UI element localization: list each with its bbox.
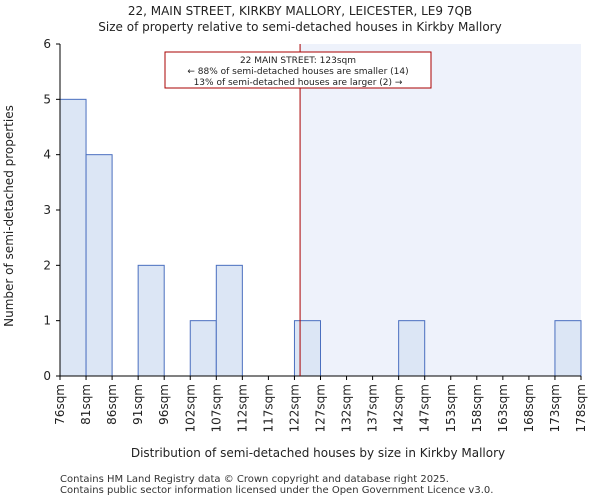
y-tick-label: 6 [43,37,51,51]
x-tick-label: 142sqm [392,384,406,432]
x-tick-label: 112sqm [235,384,249,432]
y-tick-label: 0 [43,369,51,383]
x-tick-label: 81sqm [79,384,93,425]
annotation-line: ← 88% of semi-detached houses are smalle… [187,67,408,77]
x-tick-label: 102sqm [183,384,197,432]
x-tick-label: 76sqm [53,384,67,425]
bar [137,264,165,377]
plot-area: 0 1 2 3 4 5 6 76sqm 81sqm 86sqm 91sqm 96sqm 102sqm 10… [43,37,588,432]
x-tick-label: 173sqm [548,384,562,432]
chart-subtitle: Size of property relative to semi-detach… [98,20,501,34]
footer-line-2: Contains public sector information licen… [60,485,494,496]
footer-line-1: Contains HM Land Registry data © Crown c… [60,474,449,485]
x-tick-label: 153sqm [444,384,458,432]
x-axis-label: Distribution of semi-detached houses by … [131,446,505,460]
highlight-region [300,44,581,376]
x-tick-label: 96sqm [157,384,171,425]
x-tick-label: 158sqm [470,384,484,432]
bar [398,320,426,377]
x-tick-label: 147sqm [418,384,432,432]
x-tick-label: 122sqm [287,384,301,432]
x-tick-label: 163sqm [496,384,510,432]
bar [554,320,582,377]
x-tick-label: 127sqm [314,384,328,432]
y-tick-label: 5 [43,92,51,106]
annotation-box [164,51,432,89]
y-tick-label: 4 [43,148,51,162]
y-tick-label: 3 [43,203,51,217]
y-tick-label: 1 [43,314,51,328]
bar [215,264,243,377]
bar [293,320,322,377]
y-tick-label: 2 [43,258,51,272]
x-tick-label: 107sqm [209,384,223,432]
annotation-line: 22 MAIN STREET: 123sqm [240,56,356,66]
chart: 22, MAIN STREET, KIRKBY MALLORY, LEICEST… [2,4,588,460]
y-axis-label: Number of semi-detached properties [2,105,16,327]
x-tick-label: 137sqm [366,384,380,432]
x-tick-label: 178sqm [574,384,588,432]
bar [189,320,217,377]
x-tick-label: 168sqm [522,384,536,432]
bar [85,154,113,377]
chart-title: 22, MAIN STREET, KIRKBY MALLORY, LEICEST… [128,4,472,18]
bar [59,98,87,377]
x-tick-label: 86sqm [105,384,119,425]
footer: Contains HM Land Registry data © Crown c… [60,474,493,496]
x-tick-label: 91sqm [131,384,145,425]
x-tick-label: 117sqm [261,384,275,432]
x-tick-label: 132sqm [340,384,354,432]
annotation-line: 13% of semi-detached houses are larger (… [194,78,403,88]
